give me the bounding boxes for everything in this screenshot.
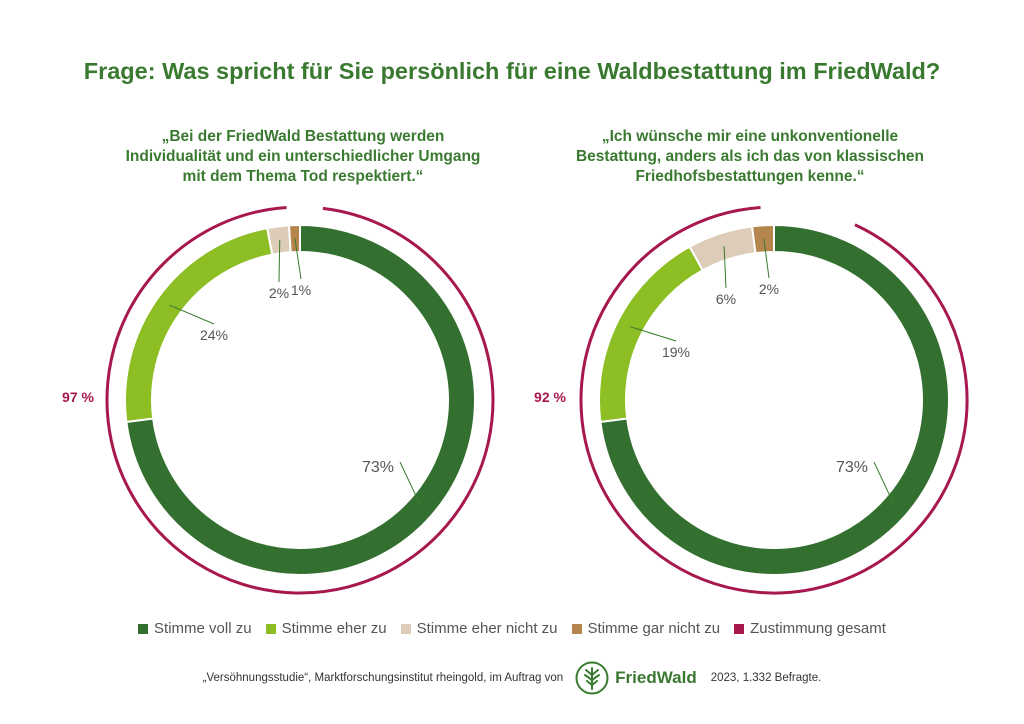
legend-item-zustimmung-gesamt: Zustimmung gesamt [734, 620, 886, 637]
donut-slice-1-3 [266, 224, 292, 256]
leader-line-2-3 [723, 246, 727, 289]
legend-swatch [265, 623, 276, 634]
legend-swatch [734, 623, 745, 634]
legend-swatch [400, 623, 411, 634]
legend-label: Stimme eher nicht zu [416, 620, 558, 637]
slice-label-1-1: 73% [362, 459, 394, 476]
legend-item-stimme-eher-zu: Stimme eher zu [265, 620, 387, 637]
slice-label-1-3: 2% [269, 285, 289, 301]
slice-label-2-2: 19% [662, 344, 690, 360]
sample-info: 2023, 1.332 Befragte. [710, 672, 822, 684]
friedwald-logo: FriedWald [575, 661, 697, 695]
donut-slice-2-4 [750, 223, 775, 255]
total-agreement-ring-1 [105, 205, 495, 595]
legend-label: Zustimmung gesamt [750, 620, 886, 637]
chart-2-subtitle-line: „Ich wünsche mir eine unkonventionelle [601, 128, 899, 145]
total-agreement-label-2: 92 % [534, 389, 566, 405]
donut-slice-1-2 [124, 226, 274, 424]
total-agreement-label-1: 97 % [62, 389, 94, 405]
slice-label-2-4: 2% [759, 281, 779, 297]
legend-label: Stimme eher zu [281, 620, 387, 637]
page-title: Frage: Was spricht für Sie persönlich fü… [83, 58, 941, 84]
tree-icon [575, 661, 609, 695]
legend-item-stimme-voll-zu: Stimme voll zu [138, 620, 252, 637]
leader-line-1-3 [278, 239, 281, 283]
leader-line-2-4 [763, 238, 770, 279]
slice-label-2-3: 6% [716, 291, 736, 307]
slice-label-2-1: 73% [836, 459, 868, 476]
logo-text: FriedWald [615, 668, 697, 687]
leader-line-1-2 [169, 304, 215, 325]
leader-line-1-4 [294, 238, 302, 280]
legend: Stimme voll zu Stimme eher zu Stimme ehe… [0, 620, 1024, 637]
chart-1-subtitle-line: mit dem Thema Tod respektiert.“ [182, 168, 424, 185]
legend-label: Stimme voll zu [154, 620, 252, 637]
donut-slice-1-1 [125, 223, 476, 576]
legend-item-stimme-eher-nicht-zu: Stimme eher nicht zu [400, 620, 558, 637]
donut-slice-2-2 [598, 245, 705, 424]
legend-swatch [571, 623, 582, 634]
slice-label-1-4: 1% [291, 282, 311, 298]
chart-2-subtitle: „Ich wünsche mir eine unkonventionelle B… [535, 127, 965, 187]
donut-slice-2-1 [599, 223, 950, 576]
donut-slice-2-3 [688, 225, 757, 272]
footer: „Versöhnungsstudie“, Marktforschungsinst… [0, 660, 1024, 696]
leader-line-2-2 [629, 326, 677, 342]
legend-swatch [138, 623, 149, 634]
chart-2-subtitle-line: Friedhofsbestattungen kenne.“ [635, 168, 865, 185]
source-text: „Versöhnungsstudie“, Marktforschungsinst… [202, 672, 564, 684]
chart-1-subtitle-line: Individualität und ein unterschiedlicher… [125, 148, 481, 165]
slice-label-1-2: 24% [200, 327, 228, 343]
chart-2-subtitle-line: Bestattung, anders als ich das von klass… [575, 148, 925, 165]
leader-line-1-1 [399, 461, 422, 508]
legend-item-stimme-gar-nicht-zu: Stimme gar nicht zu [571, 620, 721, 637]
legend-label: Stimme gar nicht zu [587, 620, 721, 637]
chart-1-subtitle-line: „Bei der FriedWald Bestattung werden [161, 128, 445, 145]
leader-line-2-1 [873, 461, 896, 508]
chart-1-subtitle: „Bei der FriedWald Bestattung werden Ind… [88, 127, 518, 187]
total-agreement-ring-2 [579, 205, 969, 595]
